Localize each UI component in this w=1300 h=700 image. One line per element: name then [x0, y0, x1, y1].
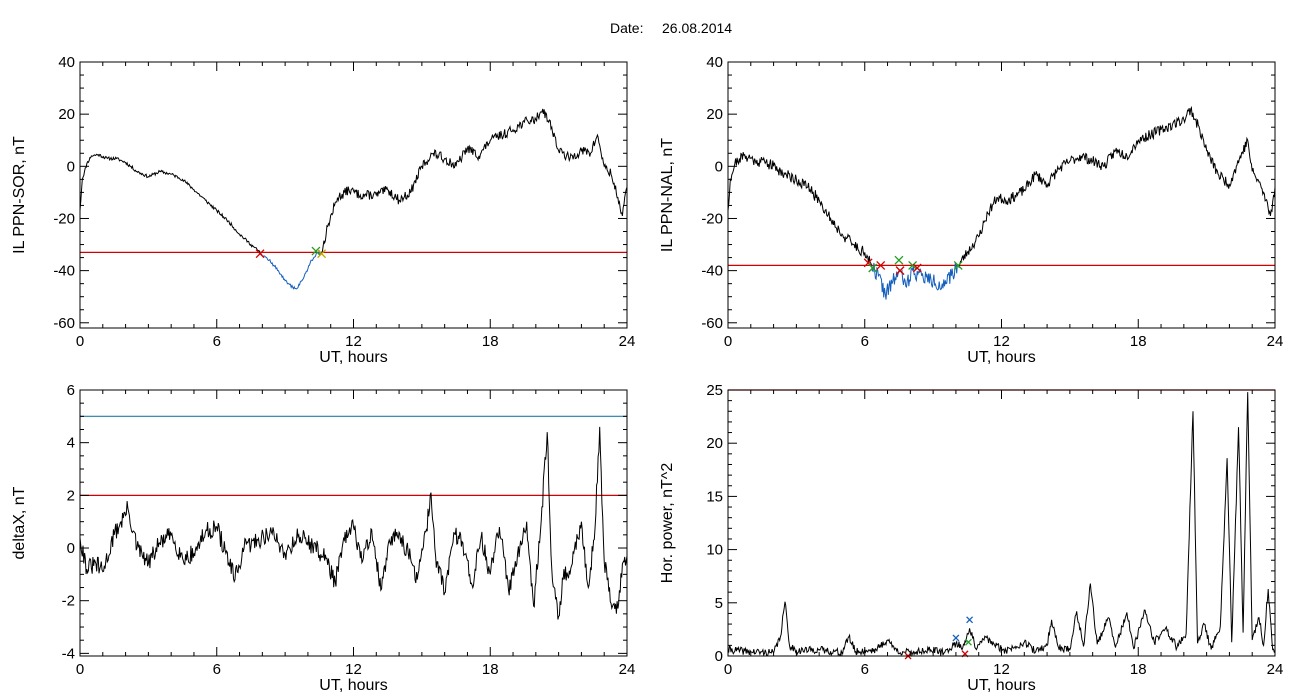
- y-tick-label: -20: [701, 210, 723, 227]
- cross-marker-nal-2: [876, 260, 886, 270]
- y-axis-label: IL PPN-SOR, nT: [11, 136, 28, 254]
- x-tick-label: 24: [1267, 333, 1284, 350]
- y-tick-label: -40: [701, 263, 723, 280]
- series-line-sor-1: [259, 249, 322, 290]
- y-tick-label: -2: [62, 593, 75, 610]
- x-axis-label: UT, hours: [319, 349, 387, 366]
- x-tick-label: 0: [76, 333, 84, 350]
- cross-marker-nal-7: [953, 260, 963, 270]
- y-tick-label: 40: [706, 54, 723, 71]
- x-axis-label: UT, hours: [967, 677, 1035, 694]
- x-tick-label: 24: [619, 661, 636, 678]
- cross-marker-power-1: [952, 634, 960, 642]
- x-tick-label: 24: [1267, 661, 1284, 678]
- cross-marker-nal-4: [895, 266, 905, 276]
- y-tick-label: -60: [53, 315, 75, 332]
- panel-sor: 0 6 12 18 24 -60 -40 -20 0 20 40 UT, hours IL PPN-SO…: [11, 54, 635, 366]
- x-tick-label: 18: [1130, 333, 1147, 350]
- y-tick-label: 15: [706, 488, 723, 505]
- x-tick-label: 6: [213, 661, 221, 678]
- y-tick-label: 0: [67, 540, 75, 557]
- cross-marker-power-3: [964, 638, 972, 646]
- cross-marker-nal-3: [894, 255, 904, 265]
- x-tick-label: 6: [213, 333, 221, 350]
- panel-power: 0 6 12 18 24 0 5 10 15 20 25 UT, hours Hor. power, n…: [659, 382, 1283, 694]
- y-axis-label: Hor. power, nT^2: [659, 463, 676, 584]
- cross-marker-sor-1: [311, 246, 321, 256]
- x-tick-label: 6: [861, 333, 869, 350]
- series-line-sor-0: [79, 153, 261, 253]
- y-tick-label: 40: [58, 54, 75, 71]
- x-tick-label: 0: [724, 661, 732, 678]
- x-axis-label: UT, hours: [967, 349, 1035, 366]
- y-tick-label: 20: [58, 106, 75, 123]
- y-tick-label: 10: [706, 542, 723, 559]
- y-tick-label: 20: [706, 106, 723, 123]
- figure-title: Date: 26.08.2014: [610, 20, 732, 36]
- y-tick-label: 0: [67, 158, 75, 175]
- y-tick-label: -40: [53, 263, 75, 280]
- y-tick-label: 20: [706, 435, 723, 452]
- y-tick-label: 0: [715, 158, 723, 175]
- y-tick-label: 2: [67, 487, 75, 504]
- x-tick-label: 0: [724, 333, 732, 350]
- date-label: Date:: [610, 20, 643, 36]
- y-axis-label: IL PPN-NAL, nT: [659, 138, 676, 252]
- cross-marker-power-4: [966, 616, 974, 624]
- y-tick-label: 25: [706, 382, 723, 399]
- plot-frame-nal: [727, 61, 1276, 329]
- x-tick-label: 12: [345, 661, 362, 678]
- x-tick-label: 12: [345, 333, 362, 350]
- cross-marker-nal-5: [908, 260, 918, 270]
- x-axis-label: UT, hours: [319, 677, 387, 694]
- series-line-power-0: [727, 392, 1276, 658]
- series-line-nal-0: [727, 152, 873, 266]
- y-tick-label: -4: [62, 645, 75, 662]
- y-tick-label: -60: [701, 315, 723, 332]
- y-axis-label: deltaX, nT: [11, 486, 28, 559]
- series-line-nal-1: [871, 262, 959, 300]
- series-line-sor-2: [321, 108, 628, 253]
- x-tick-label: 24: [619, 333, 636, 350]
- x-tick-label: 18: [482, 333, 499, 350]
- series-line-nal-2: [957, 105, 1276, 269]
- cross-marker-nal-6: [912, 263, 922, 273]
- panel-nal: 0 6 12 18 24 -60 -40 -20 0 20 40 UT, hours IL PPN-NA…: [659, 54, 1283, 366]
- y-tick-label: 6: [67, 382, 75, 399]
- plot-frame-sor: [79, 61, 628, 329]
- cross-marker-nal-1: [868, 263, 878, 273]
- x-tick-label: 6: [861, 661, 869, 678]
- x-tick-label: 0: [76, 661, 84, 678]
- x-tick-label: 18: [482, 661, 499, 678]
- y-tick-label: -20: [53, 210, 75, 227]
- cross-marker-sor-0: [255, 249, 265, 259]
- cross-marker-sor-2: [317, 249, 327, 259]
- series-line-deltax-0: [79, 426, 628, 620]
- y-tick-label: 0: [715, 648, 723, 665]
- y-tick-label: 4: [67, 435, 75, 452]
- x-tick-label: 12: [993, 333, 1010, 350]
- x-tick-label: 12: [993, 661, 1010, 678]
- x-tick-label: 18: [1130, 661, 1147, 678]
- y-tick-label: 5: [715, 595, 723, 612]
- date-value: 26.08.2014: [662, 20, 732, 36]
